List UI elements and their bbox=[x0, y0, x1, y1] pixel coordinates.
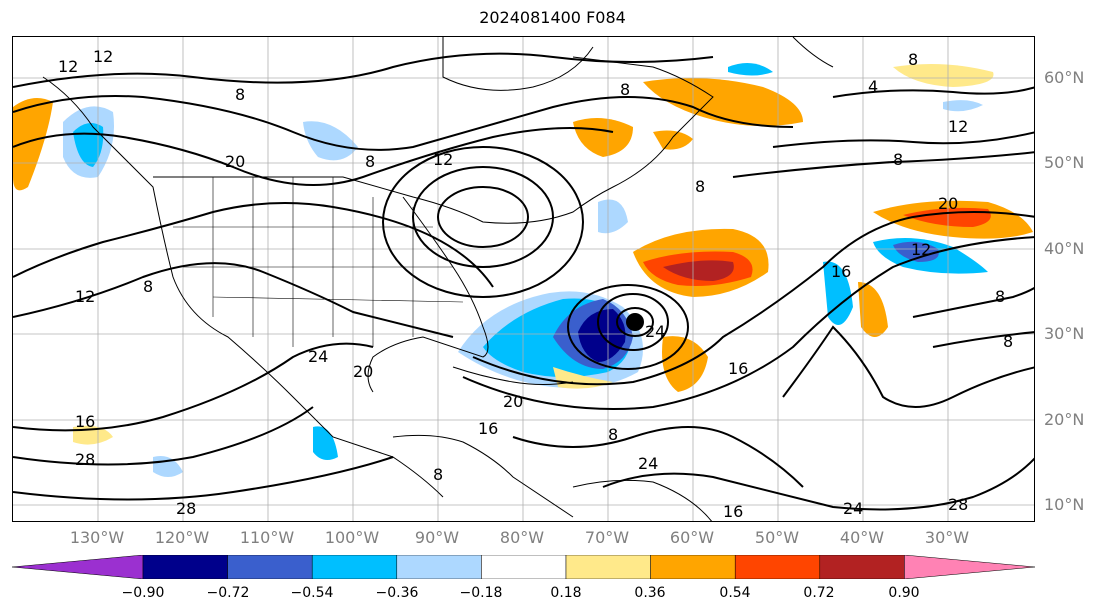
lon-label: 130°W bbox=[69, 528, 125, 547]
contour-label: 20 bbox=[353, 362, 373, 381]
contour-lines bbox=[13, 52, 1034, 511]
positive-anomaly-region bbox=[663, 260, 734, 281]
contour-label: 8 bbox=[995, 287, 1005, 306]
lat-label: 20°N bbox=[1044, 410, 1085, 429]
colorbar-tick: −0.54 bbox=[290, 585, 334, 601]
colorbar-tick: 0.54 bbox=[719, 585, 751, 601]
map-title: 2024081400 F084 bbox=[479, 8, 626, 27]
colorbar-extend-low bbox=[12, 555, 144, 579]
colorbar bbox=[12, 555, 1035, 579]
contour-label: 16 bbox=[75, 412, 95, 431]
lon-label: 80°W bbox=[499, 528, 545, 547]
contour-label: 20 bbox=[938, 194, 958, 213]
negative-anomaly-region bbox=[728, 63, 773, 76]
contour-label: 8 bbox=[893, 150, 903, 169]
lon-label: 90°W bbox=[414, 528, 460, 547]
colorbar-extend-high bbox=[904, 555, 1035, 579]
positive-anomaly-region bbox=[13, 98, 53, 191]
lon-label: 70°W bbox=[584, 528, 630, 547]
lat-label: 40°N bbox=[1044, 239, 1085, 258]
coastlines bbox=[42, 37, 834, 521]
negative-anomaly-region bbox=[943, 100, 983, 112]
colorbar-tick: 0.18 bbox=[550, 585, 582, 601]
contour-label: 28 bbox=[75, 450, 95, 469]
contour-label: 20 bbox=[503, 392, 523, 411]
contour-label: 8 bbox=[608, 425, 618, 444]
lat-label: 10°N bbox=[1044, 495, 1085, 514]
positive-anomaly-region bbox=[858, 282, 888, 337]
lat-label: 60°N bbox=[1044, 68, 1085, 87]
colorbar-tick: −0.18 bbox=[459, 585, 503, 601]
positive-anomaly-region bbox=[893, 63, 994, 87]
contour-label-group: 12 12 8 8 20 8 12 8 4 8 12 8 20 12 20 24… bbox=[58, 47, 1013, 521]
graticule bbox=[13, 37, 1034, 521]
contour-label: 8 bbox=[620, 80, 630, 99]
contour-label: 8 bbox=[1003, 332, 1013, 351]
colorbar-tick: 0.90 bbox=[888, 585, 920, 601]
colorbar-segment bbox=[481, 555, 567, 579]
colorbar-tick: 0.36 bbox=[634, 585, 666, 601]
contour-label: 12 bbox=[58, 57, 78, 76]
colorbar-segment bbox=[650, 555, 736, 579]
lon-label: 60°W bbox=[669, 528, 715, 547]
colorbar-tick: 0.72 bbox=[803, 585, 835, 601]
contour-label: 12 bbox=[911, 240, 931, 259]
colorbar-tick: −0.72 bbox=[206, 585, 250, 601]
contour-label: 8 bbox=[235, 85, 245, 104]
colorbar-segment bbox=[396, 555, 482, 579]
positive-anomaly-region bbox=[573, 118, 633, 157]
colorbar-segment bbox=[734, 555, 821, 579]
contour-label: 20 bbox=[225, 152, 245, 171]
colorbar-segment bbox=[227, 555, 313, 579]
lon-label: 30°W bbox=[924, 528, 970, 547]
contour-label: 24 bbox=[645, 322, 665, 341]
contour-label: 12 bbox=[948, 117, 968, 136]
negative-anomaly-region bbox=[823, 261, 853, 325]
lon-label: 110°W bbox=[239, 528, 295, 547]
contour-label: 16 bbox=[831, 262, 851, 281]
lon-label: 50°W bbox=[754, 528, 800, 547]
map-svg: 12 12 8 8 20 8 12 8 4 8 12 8 20 12 20 24… bbox=[13, 37, 1034, 521]
map-panel: 12 12 8 8 20 8 12 8 4 8 12 8 20 12 20 24… bbox=[12, 36, 1035, 522]
negative-anomaly-region bbox=[598, 199, 628, 234]
lon-label: 40°W bbox=[839, 528, 885, 547]
contour-label: 12 bbox=[433, 150, 453, 169]
contour-label: 8 bbox=[433, 465, 443, 484]
contour-label: 16 bbox=[728, 359, 748, 378]
negative-anomaly-region bbox=[303, 121, 358, 161]
positive-anomaly-region bbox=[653, 130, 693, 150]
contour-label: 12 bbox=[75, 287, 95, 306]
state-borders bbox=[173, 177, 464, 347]
negative-anomaly-region bbox=[313, 426, 338, 461]
contour-label: 8 bbox=[365, 152, 375, 171]
lon-label: 120°W bbox=[154, 528, 210, 547]
colorbar-segment bbox=[819, 555, 905, 579]
contour-label: 24 bbox=[638, 454, 658, 473]
contour-label: 16 bbox=[723, 502, 743, 521]
contour-label: 8 bbox=[695, 177, 705, 196]
colorbar-tick: −0.90 bbox=[121, 585, 165, 601]
contour-label: 24 bbox=[308, 347, 328, 366]
colorbar-segment bbox=[311, 555, 398, 579]
contour-label: 8 bbox=[908, 50, 918, 69]
contour-label: 16 bbox=[478, 419, 498, 438]
contour-label: 4 bbox=[868, 77, 878, 96]
lat-label: 30°N bbox=[1044, 324, 1085, 343]
contour-label: 8 bbox=[143, 277, 153, 296]
contour-label: 28 bbox=[948, 495, 968, 514]
negative-anomaly-region bbox=[893, 241, 939, 262]
colorbar-segment bbox=[142, 555, 228, 579]
colorbar-tick: −0.36 bbox=[375, 585, 419, 601]
contour-label: 24 bbox=[843, 499, 863, 518]
lat-label: 50°N bbox=[1044, 153, 1085, 172]
contour-label: 12 bbox=[93, 47, 113, 66]
colorbar-segment bbox=[565, 555, 651, 579]
lon-label: 100°W bbox=[324, 528, 380, 547]
cyclone-center-marker bbox=[626, 313, 644, 331]
contour-label: 28 bbox=[176, 499, 196, 518]
positive-anomaly-region bbox=[643, 78, 803, 126]
